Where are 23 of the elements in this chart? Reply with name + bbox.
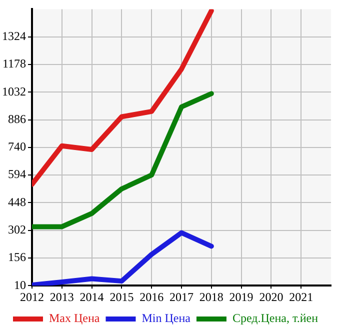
- legend-label: Max Цена: [48, 311, 100, 326]
- x-tick-label: 2020: [259, 290, 284, 304]
- x-tick-label: 2016: [140, 290, 164, 304]
- legend-label: Сред.Цена, т.йен: [232, 311, 319, 326]
- x-tick-label: 2013: [50, 290, 74, 304]
- x-tick-label: 2014: [80, 290, 104, 304]
- y-tick-label: 740: [8, 140, 26, 154]
- y-tick-label: 1178: [2, 56, 26, 71]
- y-tick-label: 448: [8, 194, 26, 209]
- y-tick-label: 302: [8, 222, 26, 236]
- y-tick-label: 886: [8, 112, 26, 126]
- x-tick-label: 2019: [229, 290, 254, 304]
- x-tick-label: 2018: [199, 290, 224, 304]
- legend-label: Min Цена: [142, 311, 192, 326]
- y-tick-label: 594: [8, 167, 26, 182]
- y-tick-label: 1032: [2, 84, 26, 98]
- x-tick-label: 2021: [289, 290, 314, 304]
- y-tick-label: 1324: [2, 28, 26, 43]
- x-tick-label: 2012: [20, 290, 44, 304]
- x-tick-label: 2017: [170, 290, 194, 304]
- y-tick-label: 156: [8, 250, 26, 264]
- x-tick-label: 2015: [110, 290, 134, 304]
- y-tick-label: 10: [14, 278, 26, 292]
